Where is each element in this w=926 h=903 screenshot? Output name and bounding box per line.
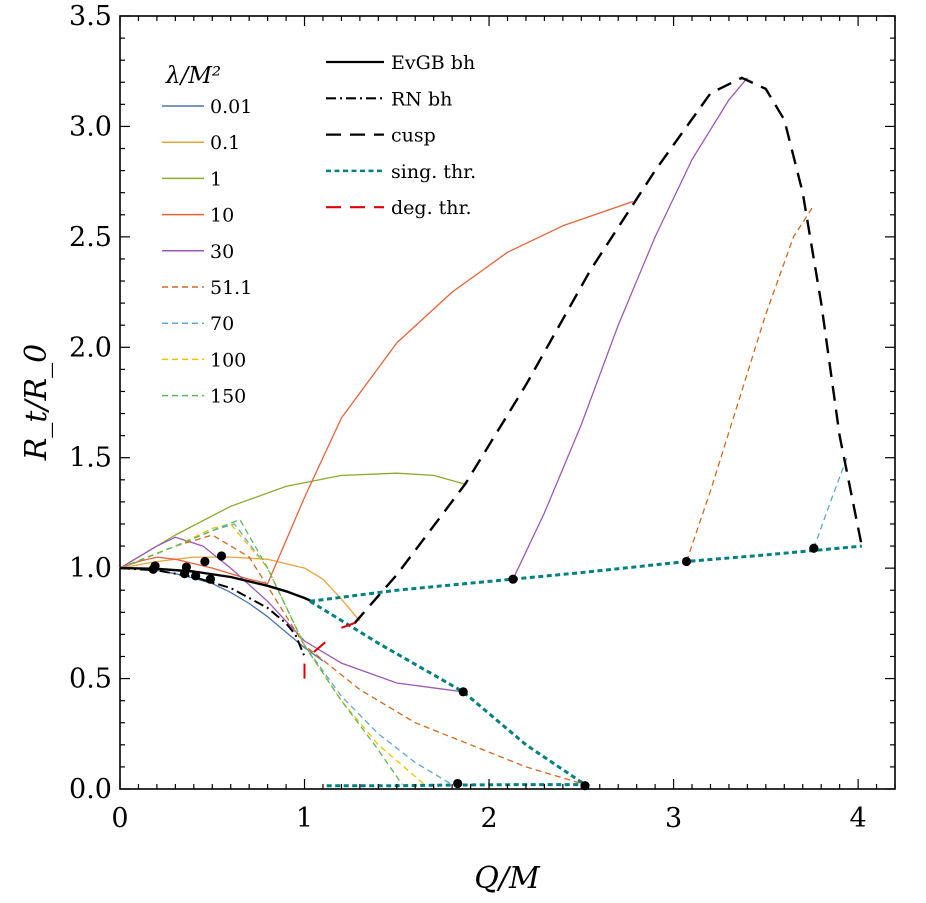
- x-tick-label: 3: [665, 803, 682, 834]
- series-layer: [119, 76, 863, 788]
- legend-lambda-label-51-1: 51.1: [210, 277, 252, 299]
- x-tick-label: 2: [480, 803, 497, 834]
- series-line-0-01-0: [119, 567, 324, 662]
- series-line-70-9: [813, 457, 848, 549]
- legend-lambda-label-150: 150: [210, 386, 246, 408]
- y-axis-label: R_t/R_0: [19, 344, 54, 461]
- y-tick-label: 0.5: [69, 664, 112, 695]
- legend-line-label-rn-bh: RN bh: [391, 88, 452, 110]
- series-line-51-1-6: [119, 534, 586, 786]
- series-line-evgb-bh-12: [119, 566, 313, 603]
- legend-lambda-label-30: 30: [210, 241, 234, 263]
- ticks-layer: 0 1 2 3 4 0.0 0.5 1.0 1.5 2.0 2.5 3.0 3.5: [69, 1, 896, 834]
- legend-lambda-title: λ/M²: [165, 63, 221, 89]
- data-point-13: [809, 543, 819, 553]
- data-point-8: [453, 778, 463, 789]
- x-tick-label: 0: [111, 803, 128, 834]
- series-line-30-5: [512, 77, 748, 580]
- series-line-150-11: [119, 518, 403, 785]
- series-line-51-1-7: [685, 207, 813, 562]
- data-point-6: [205, 574, 216, 584]
- series-line-sing-thr-15: [309, 544, 862, 603]
- series-line-10-3: [119, 200, 634, 585]
- series-line-deg-thr-20: [341, 620, 361, 629]
- data-point-1: [150, 561, 160, 571]
- y-tick-label: 3.0: [69, 111, 112, 142]
- series-line-70-8: [119, 523, 453, 786]
- data-point-4: [191, 571, 201, 581]
- y-tick-label: 3.5: [69, 1, 112, 32]
- data-point-11: [580, 781, 590, 791]
- data-point-7: [216, 551, 227, 561]
- legend-line-label-cusp: cusp: [391, 125, 436, 147]
- y-tick-label: 2.5: [69, 222, 112, 253]
- legend-lines: EvGB bh RN bh cusp sing. thr. deg. thr.: [326, 52, 476, 219]
- series-line-sing-thr-16: [309, 600, 586, 786]
- series-line-0-1-1: [119, 556, 361, 622]
- x-tick-label: 1: [296, 803, 313, 834]
- legend-line-label-sing-thr: sing. thr.: [391, 161, 476, 183]
- points-layer: [148, 543, 819, 791]
- legend-lambda-label-100: 100: [210, 349, 246, 371]
- data-point-3: [181, 562, 192, 572]
- data-point-10: [508, 574, 518, 584]
- series-line-deg-thr-19: [313, 640, 328, 653]
- legend-line-label-evgb-bh: EvGB bh: [391, 52, 475, 74]
- y-tick-label: 1.0: [69, 553, 112, 584]
- x-axis-label: Q/M: [474, 861, 541, 896]
- y-tick-label: 2.0: [69, 332, 112, 363]
- legend-lambda-label-0-01: 0.01: [210, 96, 252, 118]
- data-point-5: [200, 556, 210, 567]
- legend-line-label-deg-thr: deg. thr.: [391, 197, 472, 219]
- y-tick-label: 1.5: [69, 443, 112, 474]
- series-line-cusp-14: [353, 76, 863, 625]
- legend-lambda-label-10: 10: [210, 205, 234, 227]
- legend-lambda-label-70: 70: [210, 313, 234, 335]
- legend-lambda-label-0-1: 0.1: [210, 132, 240, 154]
- series-line-rn-bh-13: [119, 567, 306, 657]
- legend-lambda-label-1: 1: [210, 168, 222, 190]
- series-line-1-2: [119, 472, 466, 569]
- x-tick-label: 4: [850, 803, 867, 834]
- y-tick-label: 0.0: [69, 774, 112, 805]
- data-point-12: [681, 556, 692, 567]
- data-point-9: [458, 687, 468, 697]
- series-line-30-4: [119, 536, 464, 693]
- series-line-100-10: [119, 523, 425, 786]
- legend-lambda: λ/M² 0.01 0.1 1 10 30 51.1 70 100 150: [162, 63, 252, 408]
